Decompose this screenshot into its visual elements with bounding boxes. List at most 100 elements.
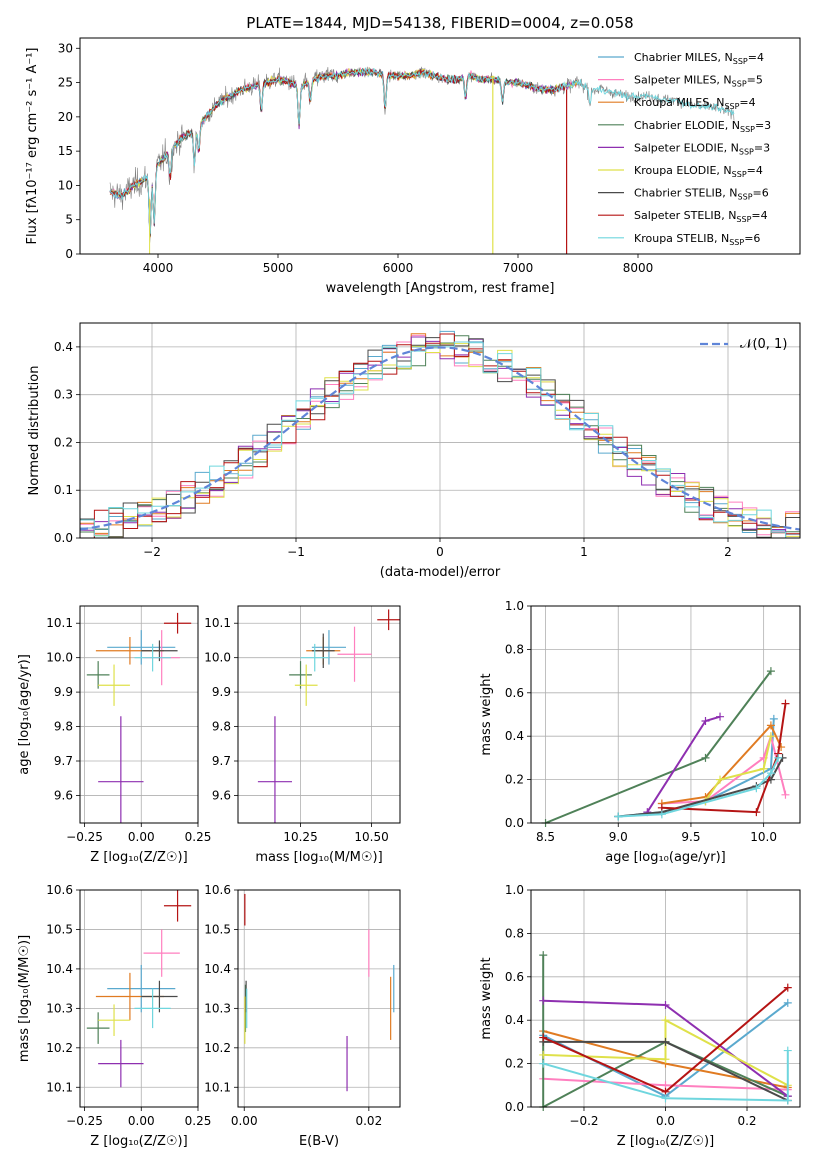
weight-marker-kroupa_stelib	[783, 1046, 792, 1055]
y-tick-label: 0.6	[505, 686, 524, 700]
legend-subscript: SSP	[729, 238, 744, 247]
x-tick-label: −0.25	[66, 830, 103, 844]
y-tick-label: 9.6	[54, 788, 73, 802]
x-tick-label: 9.5	[681, 830, 700, 844]
y-tick-label: 9.8	[212, 720, 231, 734]
weight-marker-salpeter_stelib	[783, 983, 792, 992]
x-tick-label: 10.50	[354, 830, 388, 844]
legend-entry-label: Kroupa MILES, NSSP=4	[634, 96, 756, 111]
histogram-salpeter_stelib	[80, 333, 800, 538]
weight-marker-salpeter_elodie	[539, 996, 548, 1005]
weight-marker-salpeter_stelib	[752, 808, 761, 817]
legend-subscript: SSP	[733, 57, 748, 66]
x-tick-label: 2	[724, 545, 732, 559]
y-tick-label: 10.5	[204, 922, 231, 936]
y-axis-label: Normed distribution	[27, 366, 42, 496]
y-tick-label: 0.2	[54, 435, 73, 449]
legend-suffix: =6	[744, 232, 760, 245]
weight-marker-kroupa_miles	[766, 721, 775, 730]
weight-marker-chabrier_elodie	[539, 951, 548, 960]
weight-line-chabrier_elodie	[542, 955, 789, 1107]
weight-marker-chabrier_miles	[783, 998, 792, 1007]
x-tick-label: 6000	[383, 261, 414, 275]
y-tick-label: 10.0	[46, 651, 73, 665]
x-tick-label: 0.2	[737, 1114, 756, 1128]
weight-line-kroupa_elodie	[704, 735, 772, 802]
plot-frame	[79, 322, 801, 539]
legend-suffix: =4	[751, 209, 767, 222]
legend-subscript: SSP	[738, 193, 753, 202]
y-axis-label: mass weight	[479, 957, 494, 1039]
legend-suffix: =4	[747, 164, 763, 177]
legend-label: Salpeter MILES, N	[634, 74, 732, 87]
y-tick-label: 9.6	[212, 788, 231, 802]
y-tick-label: 10.6	[204, 883, 231, 897]
y-tick-label: 9.8	[54, 720, 73, 734]
x-tick-label: 9.0	[609, 830, 628, 844]
legend-entry-label: Salpeter MILES, NSSP=5	[634, 74, 763, 89]
legend-suffix: =4	[739, 96, 755, 109]
x-tick-label: 0.02	[355, 1114, 382, 1128]
x-axis-label: Z [log₁₀(Z/Z☉)]	[90, 1134, 187, 1149]
y-tick-label: 10.3	[204, 1001, 231, 1015]
legend-entry-label: Salpeter ELODIE, NSSP=3	[634, 141, 770, 156]
legend-label: Chabrier MILES, N	[634, 51, 733, 64]
y-tick-label: 0.0	[505, 816, 524, 830]
y-tick-label: 9.7	[212, 754, 231, 768]
weight-marker-salpeter_elodie	[661, 1001, 670, 1010]
y-tick-label: 1.0	[505, 599, 524, 613]
y-axis-label: mass [log₁₀(M/M☉)]	[17, 935, 32, 1062]
legend-label: Kroupa MILES, N	[634, 96, 724, 109]
y-tick-label: 0.3	[54, 388, 73, 402]
y-axis-label: mass weight	[479, 673, 494, 755]
y-tick-label: 0.8	[505, 926, 524, 940]
mass_weight_vs_Z-axes	[527, 889, 800, 1111]
x-tick-label: −1	[287, 545, 305, 559]
plot-frame	[530, 605, 801, 824]
x-tick-label: −2	[143, 545, 161, 559]
plot-frame	[79, 37, 801, 255]
weight-marker-kroupa_stelib	[614, 812, 623, 821]
legend-label: Chabrier STELIB, N	[634, 187, 738, 200]
plot-frame	[237, 889, 401, 1108]
y-tick-label: 0.2	[505, 1057, 524, 1071]
weight-line-kroupa_stelib	[542, 1050, 789, 1102]
plot-frame	[79, 889, 199, 1108]
x-tick-label: 0.00	[128, 1114, 155, 1128]
legend-entry-label: Salpeter STELIB, NSSP=4	[634, 209, 768, 224]
x-axis-label: (data-model)/error	[380, 565, 501, 580]
y-tick-label: 0.4	[505, 1013, 524, 1027]
y-tick-label: 1.0	[505, 883, 524, 897]
chart-title: PLATE=1844, MJD=54138, FIBERID=0004, z=0…	[246, 14, 633, 32]
model-fit-line-salpeter_elodie	[109, 68, 578, 234]
weight-marker-chabrier_stelib	[661, 1037, 670, 1046]
y-tick-label: 0.0	[505, 1100, 524, 1114]
y-tick-label: 0.0	[54, 531, 73, 545]
y-tick-label: 0.2	[505, 773, 524, 787]
x-axis-label: Z [log₁₀(Z/Z☉)]	[617, 1134, 714, 1149]
x-axis-label: age [log₁₀(age/yr)]	[605, 850, 726, 865]
model-fit-line-salpeter_miles	[109, 66, 578, 236]
x-tick-label: 0.25	[185, 1114, 212, 1128]
x-axis-label: mass [log₁₀(M/M☉)]	[255, 850, 382, 865]
legend-entry-label: Chabrier MILES, NSSP=4	[634, 51, 764, 66]
x-tick-label: 10.25	[283, 830, 317, 844]
weight-marker-salpeter_elodie	[701, 717, 710, 726]
legend-label: Kroupa ELODIE, N	[634, 164, 732, 177]
weight-marker-kroupa_elodie	[759, 764, 768, 773]
mass_vs_ebv-axes	[234, 889, 400, 1111]
y-tick-label: 10	[58, 178, 73, 192]
y-axis-label: Flux [fλ10⁻¹⁷ erg cm⁻² s⁻¹ A⁻¹]	[25, 48, 40, 245]
legend-subscript: SSP	[739, 147, 754, 156]
y-tick-label: 5	[65, 213, 73, 227]
y-tick-label: 10.5	[46, 922, 73, 936]
y-tick-label: 10.1	[204, 1080, 231, 1094]
y-tick-label: 10.6	[46, 883, 73, 897]
y-tick-label: 10.2	[204, 1041, 231, 1055]
weight-line-kroupa_miles	[661, 723, 783, 805]
x-tick-label: 7000	[503, 261, 534, 275]
y-tick-label: 10.2	[46, 1041, 73, 1055]
weight-marker-chabrier_miles	[769, 714, 778, 723]
weight-marker-chabrier_elodie	[766, 667, 775, 676]
x-tick-label: 0	[436, 545, 444, 559]
